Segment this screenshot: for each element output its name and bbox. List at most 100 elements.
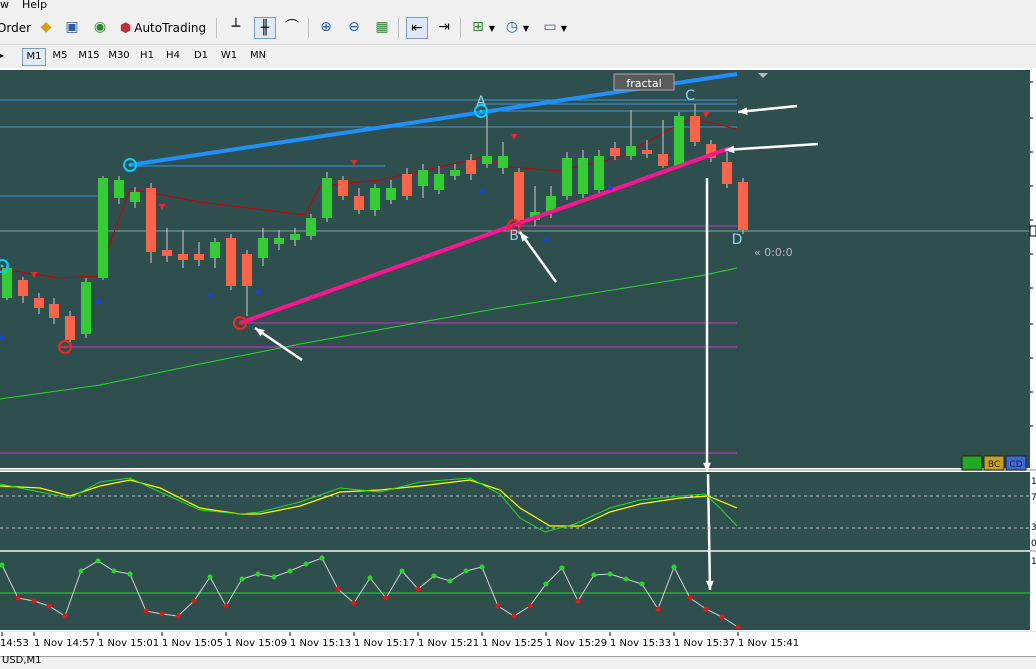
- bar-chart-icon[interactable]: ┴: [231, 19, 241, 35]
- auto-scroll-icon[interactable]: ⇤: [406, 17, 428, 39]
- lower-trend-line[interactable]: [239, 146, 731, 325]
- bullish-candle[interactable]: [2, 268, 12, 298]
- bullish-candle[interactable]: [306, 218, 316, 236]
- stochastic-main-line[interactable]: [0, 477, 738, 533]
- timeframe-m30-button[interactable]: M30: [108, 50, 130, 61]
- pattern-toggle-button[interactable]: [961, 455, 983, 471]
- bearish-candle[interactable]: [242, 254, 252, 286]
- fractal-button[interactable]: fractal: [613, 73, 675, 91]
- bearish-candle[interactable]: [642, 150, 652, 154]
- bearish-candle[interactable]: [18, 280, 28, 296]
- bearish-candle[interactable]: [146, 188, 156, 252]
- bullish-candle[interactable]: [594, 156, 604, 190]
- chart-shift-icon[interactable]: ⇥: [438, 19, 450, 35]
- bearish-candle[interactable]: [690, 116, 700, 142]
- bullish-candle[interactable]: [114, 180, 124, 198]
- bullish-candle[interactable]: [482, 156, 492, 164]
- annotation-arrow[interactable]: [737, 104, 798, 114]
- chart-tab[interactable]: USD,M1: [2, 655, 42, 666]
- timeframe-mn-button[interactable]: MN: [249, 50, 267, 61]
- bearish-candle[interactable]: [178, 254, 188, 260]
- bearish-candle[interactable]: [738, 182, 748, 230]
- menu-view[interactable]: w: [0, 0, 9, 11]
- new-order-button[interactable]: Order: [0, 21, 32, 35]
- bullish-candle[interactable]: [626, 146, 636, 156]
- bearish-candle[interactable]: [722, 162, 732, 184]
- pattern-toggle-button[interactable]: BC: [983, 455, 1005, 471]
- bullish-candle[interactable]: [386, 188, 396, 200]
- signals-icon[interactable]: ◉: [93, 19, 107, 35]
- bullish-candle[interactable]: [498, 156, 508, 168]
- templates-icon[interactable]: ▭: [543, 19, 557, 35]
- timeframe-m5-button[interactable]: M5: [52, 50, 68, 61]
- bearish-candle[interactable]: [658, 154, 668, 166]
- chevron-down-icon[interactable]: ▼: [522, 23, 530, 33]
- fractal-point-marker[interactable]: [0, 259, 9, 273]
- annotation-arrow[interactable]: [518, 231, 558, 283]
- menu-help[interactable]: Help: [22, 0, 48, 11]
- timeframe-d1-button[interactable]: D1: [193, 50, 209, 61]
- timeframe-m15-button[interactable]: M15: [78, 50, 100, 61]
- bearish-candle[interactable]: [610, 148, 620, 156]
- stochastic-signal-line[interactable]: [0, 479, 738, 527]
- bullish-candle[interactable]: [258, 238, 268, 258]
- bearish-candle[interactable]: [226, 238, 236, 286]
- bearish-candle[interactable]: [514, 172, 524, 220]
- bullish-candle[interactable]: [450, 170, 460, 176]
- candlestick-chart-icon[interactable]: ╫: [254, 17, 276, 39]
- timeframe-h4-button[interactable]: H4: [166, 50, 180, 61]
- tile-windows-icon[interactable]: ▦: [375, 19, 389, 35]
- bearish-candle[interactable]: [402, 174, 412, 196]
- bullish-candle[interactable]: [370, 188, 380, 210]
- bullish-candle[interactable]: [98, 178, 108, 278]
- pattern-toggle-button[interactable]: CD: [1005, 455, 1027, 471]
- fractal-point-marker[interactable]: [58, 340, 72, 354]
- bearish-candle[interactable]: [49, 304, 59, 318]
- bearish-candle[interactable]: [706, 144, 716, 158]
- annotation-arrow[interactable]: [724, 142, 819, 152]
- bearish-candle[interactable]: [466, 160, 476, 174]
- fractal-point-marker[interactable]: [507, 219, 521, 233]
- fractal-point-marker[interactable]: [233, 316, 247, 330]
- timeframe-h1-button[interactable]: H1: [140, 50, 154, 61]
- bullish-candle[interactable]: [434, 174, 444, 190]
- timeframe-w1-button[interactable]: W1: [220, 50, 238, 61]
- slow-moving-average-line[interactable]: [0, 267, 738, 400]
- timeframe-scroll-icon[interactable]: ▸: [0, 51, 5, 60]
- market-watch-icon[interactable]: ◆: [40, 19, 52, 35]
- bullish-candle[interactable]: [290, 234, 300, 240]
- bearish-candle[interactable]: [194, 254, 204, 260]
- annotation-arrow[interactable]: [254, 326, 303, 362]
- bearish-candle[interactable]: [354, 196, 364, 210]
- bearish-candle[interactable]: [65, 316, 75, 340]
- bullish-candle[interactable]: [562, 158, 572, 196]
- zoom-out-icon[interactable]: ⊖: [348, 19, 360, 35]
- bullish-candle[interactable]: [274, 238, 284, 244]
- bullish-candle[interactable]: [546, 196, 556, 212]
- bullish-candle[interactable]: [674, 116, 684, 166]
- bullish-candle[interactable]: [418, 170, 428, 186]
- indicators-icon[interactable]: ⊞: [472, 19, 484, 35]
- autotrading-button[interactable]: ⬢ AutoTrading: [118, 17, 208, 39]
- bullish-candle[interactable]: [322, 178, 332, 218]
- second-indicator-subwindow[interactable]: [0, 552, 1030, 630]
- zoom-in-icon[interactable]: ⊕: [320, 19, 332, 35]
- bearish-candle[interactable]: [34, 298, 44, 308]
- bearish-candle[interactable]: [162, 250, 172, 256]
- chevron-down-icon[interactable]: ▼: [488, 23, 496, 33]
- fractal-point-marker[interactable]: [123, 158, 137, 172]
- bullish-candle[interactable]: [210, 242, 220, 258]
- timeframe-m1-button[interactable]: M1: [22, 48, 46, 66]
- bullish-candle[interactable]: [81, 282, 91, 334]
- bullish-candle[interactable]: [130, 192, 140, 202]
- fractal-point-marker[interactable]: [474, 104, 488, 118]
- bullish-candle[interactable]: [578, 158, 588, 194]
- annotation-arrow[interactable]: [706, 473, 712, 591]
- chevron-down-icon[interactable]: ▼: [560, 23, 568, 33]
- line-chart-icon[interactable]: ⌒: [285, 19, 299, 35]
- periods-icon[interactable]: ◷: [505, 19, 519, 35]
- stochastic-subwindow[interactable]: [0, 472, 1030, 550]
- bearish-candle[interactable]: [338, 180, 348, 196]
